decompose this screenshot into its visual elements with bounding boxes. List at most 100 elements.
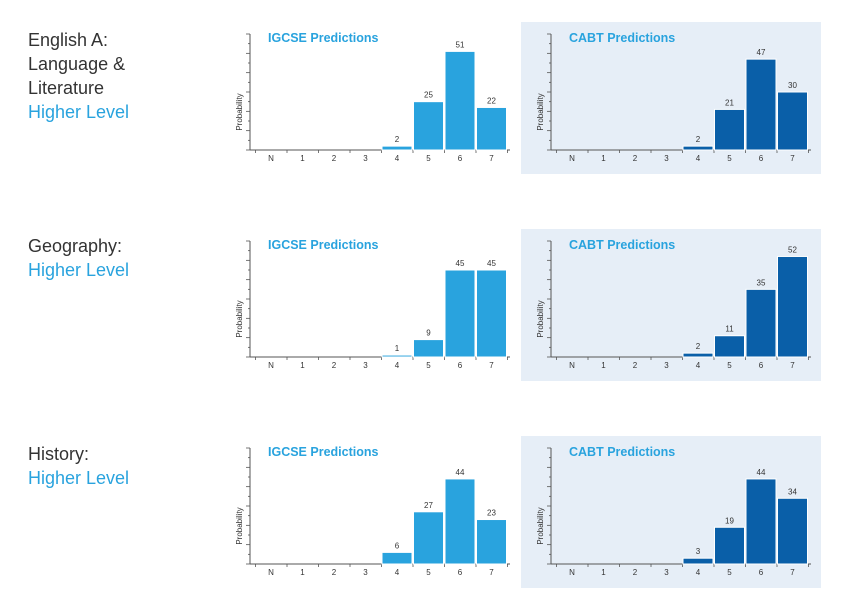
y-axis-label: Probability bbox=[536, 300, 545, 337]
bar bbox=[476, 106, 507, 151]
data-label: 51 bbox=[456, 40, 465, 49]
x-tick-label: 4 bbox=[395, 568, 400, 577]
x-tick-label: 6 bbox=[759, 361, 764, 370]
x-tick-label: 1 bbox=[300, 154, 305, 163]
x-tick-label: 1 bbox=[300, 568, 305, 577]
x-tick-label: 5 bbox=[727, 154, 732, 163]
x-tick-label: 3 bbox=[664, 361, 669, 370]
x-tick-label: N bbox=[569, 154, 575, 163]
chart-svg: CABT Predictions Probability N 1 2 3 4 2 5 11 6 35 7… bbox=[536, 238, 811, 370]
subject-label-geography: Geography: Higher Level bbox=[28, 234, 129, 282]
x-tick-label: 2 bbox=[332, 568, 337, 577]
chart-svg: CABT Predictions Probability N 1 2 3 4 2 5 21 6 47 7… bbox=[536, 31, 811, 163]
x-tick-label: 7 bbox=[790, 568, 795, 577]
bar bbox=[714, 335, 745, 358]
chart-geography-cabt: CABT Predictions Probability N 1 2 3 4 2 5 11 6 35 7… bbox=[521, 229, 821, 381]
bar bbox=[413, 101, 444, 151]
data-label: 52 bbox=[788, 245, 797, 254]
data-label: 45 bbox=[487, 259, 496, 268]
x-tick-label: 4 bbox=[696, 568, 701, 577]
data-label: 47 bbox=[757, 48, 766, 57]
data-label: 2 bbox=[395, 135, 400, 144]
bar bbox=[682, 557, 714, 565]
x-tick-label: 2 bbox=[633, 568, 638, 577]
subject-label-history: History: Higher Level bbox=[28, 442, 129, 490]
data-label: 19 bbox=[725, 516, 734, 525]
x-tick-label: 4 bbox=[395, 361, 400, 370]
bar bbox=[413, 511, 444, 565]
chart-title: CABT Predictions bbox=[569, 238, 675, 252]
x-tick-label: 4 bbox=[696, 154, 701, 163]
chart-history-igcse: IGCSE Predictions Probability N 1 2 3 4 6 5 27 6 44… bbox=[220, 436, 520, 588]
x-tick-label: 6 bbox=[458, 568, 463, 577]
x-tick-label: 1 bbox=[601, 568, 606, 577]
chart-english-igcse: IGCSE Predictions Probability N 1 2 3 4 2 5 25 6 51… bbox=[220, 22, 520, 174]
x-tick-label: N bbox=[569, 568, 575, 577]
y-axis-label: Probability bbox=[536, 93, 545, 130]
chart-title: CABT Predictions bbox=[569, 445, 675, 459]
data-label: 27 bbox=[424, 501, 433, 510]
x-tick-label: 5 bbox=[426, 361, 431, 370]
y-axis-label: Probability bbox=[235, 507, 244, 544]
bar bbox=[777, 497, 808, 565]
subject-name: English A: Language & Literature bbox=[28, 30, 126, 98]
data-label: 9 bbox=[426, 329, 431, 338]
chart-svg: IGCSE Predictions Probability N 1 2 3 4 1 5 9 6 45 7… bbox=[235, 238, 510, 370]
subject-level: Higher Level bbox=[28, 260, 130, 280]
bar bbox=[476, 519, 507, 565]
chart-english-cabt: CABT Predictions Probability N 1 2 3 4 2 5 21 6 47 7… bbox=[521, 22, 821, 174]
subject-name: Geography: bbox=[28, 236, 123, 256]
x-tick-label: 7 bbox=[790, 361, 795, 370]
y-axis-label: Probability bbox=[235, 300, 244, 337]
chart-history-cabt: CABT Predictions Probability N 1 2 3 4 3 5 19 6 44 7… bbox=[521, 436, 821, 588]
subject-level: Higher Level bbox=[28, 102, 130, 122]
x-tick-label: 6 bbox=[759, 568, 764, 577]
data-label: 23 bbox=[487, 509, 496, 518]
x-tick-label: N bbox=[268, 154, 274, 163]
bar bbox=[444, 478, 476, 565]
data-label: 21 bbox=[725, 98, 734, 107]
bar bbox=[476, 269, 507, 358]
data-label: 44 bbox=[456, 468, 465, 477]
x-tick-label: 4 bbox=[696, 361, 701, 370]
x-tick-label: 2 bbox=[633, 361, 638, 370]
bar bbox=[381, 551, 413, 565]
chart-title: IGCSE Predictions bbox=[268, 31, 378, 45]
data-label: 25 bbox=[424, 91, 433, 100]
data-label: 30 bbox=[788, 81, 797, 90]
x-tick-label: 2 bbox=[633, 154, 638, 163]
x-tick-label: N bbox=[268, 361, 274, 370]
x-tick-label: 3 bbox=[664, 154, 669, 163]
bar bbox=[444, 269, 476, 358]
x-tick-label: 7 bbox=[489, 361, 494, 370]
bar bbox=[714, 108, 745, 151]
x-tick-label: 6 bbox=[759, 154, 764, 163]
bar bbox=[777, 255, 808, 358]
bar bbox=[745, 478, 777, 565]
data-label: 2 bbox=[696, 135, 701, 144]
x-tick-label: 5 bbox=[727, 361, 732, 370]
x-tick-label: 3 bbox=[363, 361, 368, 370]
chart-title: IGCSE Predictions bbox=[268, 445, 378, 459]
bar bbox=[714, 526, 745, 565]
bar bbox=[682, 145, 714, 151]
data-label: 45 bbox=[456, 259, 465, 268]
x-tick-label: 5 bbox=[426, 568, 431, 577]
x-tick-label: N bbox=[268, 568, 274, 577]
bar bbox=[682, 352, 714, 358]
x-tick-label: 3 bbox=[363, 568, 368, 577]
x-tick-label: 7 bbox=[489, 568, 494, 577]
y-axis-label: Probability bbox=[235, 93, 244, 130]
chart-title: CABT Predictions bbox=[569, 31, 675, 45]
subject-label-english: English A: Language & Literature Higher … bbox=[28, 28, 129, 124]
data-label: 35 bbox=[757, 278, 766, 287]
bar bbox=[381, 354, 413, 358]
data-label: 3 bbox=[696, 547, 701, 556]
data-label: 2 bbox=[696, 342, 701, 351]
bar bbox=[381, 145, 413, 151]
x-tick-label: 6 bbox=[458, 361, 463, 370]
subject-name: History: bbox=[28, 444, 90, 464]
x-tick-label: 3 bbox=[664, 568, 669, 577]
x-tick-label: 7 bbox=[790, 154, 795, 163]
